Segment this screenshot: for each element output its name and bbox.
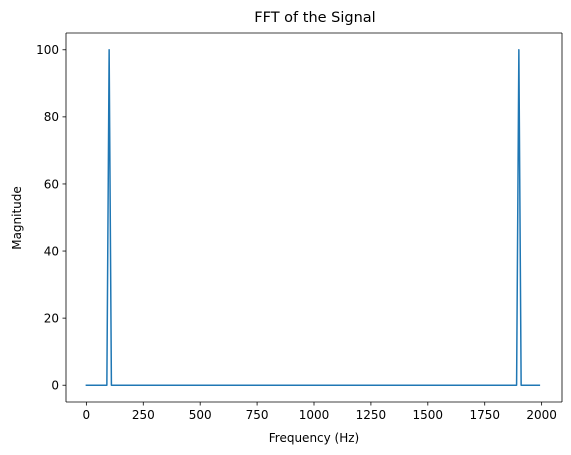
x-tick-label: 2000: [526, 408, 557, 422]
x-tick-label: 1000: [299, 408, 330, 422]
x-tick-label: 0: [83, 408, 91, 422]
y-tick-label: 60: [44, 177, 59, 191]
x-tick-label: 1500: [413, 408, 444, 422]
x-axis-label: Frequency (Hz): [269, 431, 360, 445]
plot-area: [65, 32, 563, 403]
y-tick-label: 20: [44, 311, 59, 325]
y-tick-label: 100: [36, 43, 59, 57]
x-tick-label: 750: [246, 408, 269, 422]
y-tick-label: 0: [51, 379, 59, 393]
plot-frame: [66, 33, 562, 402]
x-tick-label: 1250: [356, 408, 387, 422]
x-tick-label: 250: [132, 408, 155, 422]
series-layer: [85, 49, 541, 386]
y-tick-label: 80: [44, 110, 59, 124]
series-line: [85, 49, 541, 386]
x-tick-label: 1750: [469, 408, 500, 422]
y-tick-label: 40: [44, 244, 59, 258]
x-axis-ticks: 0 250 500 750 1000 1250 1500 1750 2000: [83, 402, 557, 422]
x-tick-label: 500: [189, 408, 212, 422]
y-axis-ticks: 0 20 40 60 80 100: [36, 43, 66, 393]
chart-title: FFT of the Signal: [254, 10, 375, 26]
y-axis-label: Magnitude: [10, 186, 24, 250]
axes-frame: [65, 32, 563, 403]
